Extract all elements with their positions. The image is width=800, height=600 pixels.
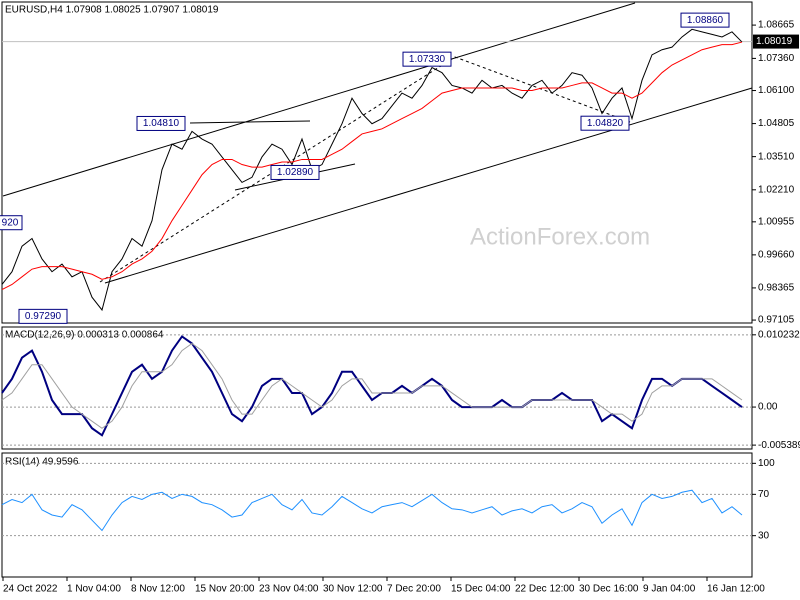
y-tick-label: 0.98365 bbox=[758, 283, 795, 294]
chart-title: EURUSD,H4 1.07908 1.08025 1.07907 1.0801… bbox=[5, 5, 219, 16]
macd-panel bbox=[1, 326, 753, 450]
rsi-title: RSI(14) 49.9596 bbox=[5, 457, 79, 468]
x-tick-label: 23 Nov 04:00 bbox=[259, 584, 319, 595]
x-tick-label: 15 Nov 20:00 bbox=[195, 584, 255, 595]
y-tick-label: 1.07360 bbox=[758, 53, 795, 64]
y-tick-label: 30 bbox=[758, 530, 770, 541]
series-line bbox=[1, 342, 743, 429]
annotation-box bbox=[270, 164, 320, 180]
annotation-label: 1.04810 bbox=[143, 118, 180, 129]
channel-lower bbox=[104, 87, 753, 284]
y-tick-label: 1.02210 bbox=[758, 184, 795, 195]
x-tick-label: 7 Dec 20:00 bbox=[387, 584, 441, 595]
y-tick-label: 1.00955 bbox=[758, 216, 795, 227]
last-price-box bbox=[753, 34, 799, 49]
annotation-label: 0.97290 bbox=[25, 311, 62, 322]
x-tick-label: 1 Nov 04:00 bbox=[67, 584, 121, 595]
watermark: ActionForex.com bbox=[470, 223, 650, 250]
annotation-box bbox=[136, 115, 186, 131]
annotation-box bbox=[580, 115, 630, 131]
series-line bbox=[1, 41, 743, 291]
x-tick-label: 9 Jan 04:00 bbox=[643, 584, 696, 595]
annotation-label: 1.08860 bbox=[687, 15, 724, 26]
y-tick-label: 0.97105 bbox=[758, 315, 795, 326]
rsi-panel bbox=[1, 452, 753, 578]
dashed-wave bbox=[99, 56, 631, 283]
x-tick-label: 22 Dec 12:00 bbox=[515, 584, 575, 595]
y-tick-label: 0.00 bbox=[758, 402, 778, 413]
x-tick-label: 15 Dec 04:00 bbox=[451, 584, 511, 595]
series-line bbox=[1, 28, 743, 312]
last-price-label: 1.08019 bbox=[756, 36, 793, 47]
x-tick-label: 30 Nov 12:00 bbox=[323, 584, 383, 595]
x-tick-label: 16 Jan 12:00 bbox=[707, 584, 765, 595]
annotation-label: 920 bbox=[2, 217, 19, 228]
y-tick-label: -0.005389 bbox=[758, 440, 800, 451]
price-panel bbox=[1, 1, 753, 324]
y-tick-label: 1.06100 bbox=[758, 85, 795, 96]
annotation-label: 1.07330 bbox=[409, 54, 446, 65]
macd-title: MACD(12,26,9) 0.000313 0.000864 bbox=[5, 330, 164, 341]
x-tick-label: 24 Oct 2022 bbox=[3, 584, 58, 595]
annotation-label: 1.02890 bbox=[277, 167, 314, 178]
y-tick-label: 100 bbox=[758, 458, 775, 469]
x-tick-label: 8 Nov 12:00 bbox=[131, 584, 185, 595]
series-line bbox=[1, 335, 743, 437]
annotation-box bbox=[0, 215, 23, 231]
y-tick-label: 0.99660 bbox=[758, 250, 795, 261]
y-tick-label: 0.010232 bbox=[758, 329, 800, 340]
annotation-box bbox=[18, 308, 68, 324]
channel-upper bbox=[2, 2, 636, 197]
annotation-box bbox=[402, 51, 452, 67]
y-tick-label: 1.04805 bbox=[758, 118, 795, 129]
y-tick-label: 1.03510 bbox=[758, 151, 795, 162]
series-line bbox=[1, 489, 743, 532]
x-tick-label: 30 Dec 16:00 bbox=[579, 584, 639, 595]
triangle-top bbox=[189, 120, 311, 124]
y-tick-label: 1.08665 bbox=[758, 20, 795, 31]
y-tick-label: 70 bbox=[758, 489, 770, 500]
annotation-box bbox=[680, 12, 730, 28]
annotation-label: 1.04820 bbox=[587, 118, 624, 129]
